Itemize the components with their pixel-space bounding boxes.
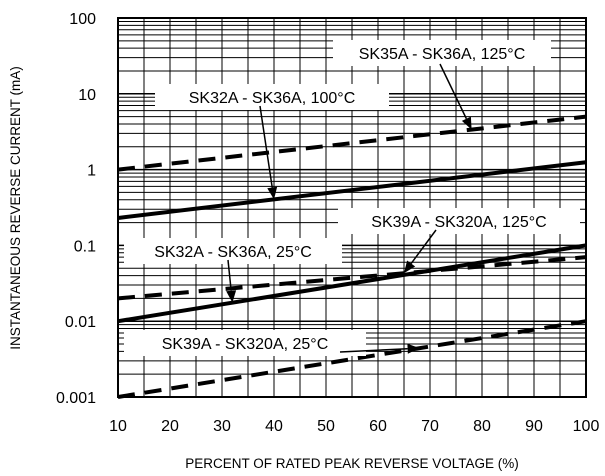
annotation-label-background bbox=[155, 84, 389, 110]
annotation-arrow-shaft bbox=[339, 347, 408, 353]
annotation-arrow-shaft bbox=[439, 63, 468, 120]
x-tick-label: 90 bbox=[525, 418, 543, 435]
annotations: SK35A - SK36A, 125°C SK32A - SK36A, 100°C… bbox=[124, 40, 580, 356]
series-line-3 bbox=[117, 255, 587, 301]
annotation-3: SK39A - SK320A, 125°C bbox=[338, 208, 580, 274]
annotation-arrow-shaft bbox=[259, 105, 273, 188]
y-axis-tick-labels: 0.001 0.01 0.1 1 10 100 bbox=[56, 11, 96, 407]
annotation-label: SK35A - SK36A, 125°C bbox=[359, 46, 526, 63]
x-tick-label: 20 bbox=[161, 418, 179, 435]
x-tick-label: 100 bbox=[573, 418, 600, 435]
y-tick-label: 0.01 bbox=[65, 314, 96, 331]
x-tick-label: 50 bbox=[317, 418, 335, 435]
x-tick-label: 60 bbox=[369, 418, 387, 435]
annotation-4: SK32A - SK36A, 25°C bbox=[124, 238, 342, 303]
annotation-label-background bbox=[338, 208, 580, 234]
x-axis-label: PERCENT OF RATED PEAK REVERSE VOLTAGE (%… bbox=[185, 456, 519, 471]
annotation-label: SK32A - SK36A, 25°C bbox=[154, 244, 312, 261]
series-line-1 bbox=[117, 114, 587, 172]
y-tick-label: 0.1 bbox=[74, 238, 96, 255]
x-tick-label: 70 bbox=[421, 418, 439, 435]
series-line-4 bbox=[117, 243, 587, 324]
series-line-2 bbox=[117, 160, 587, 220]
annotation-arrow-head bbox=[404, 260, 416, 274]
annotation-2: SK32A - SK36A, 100°C bbox=[155, 84, 389, 200]
annotation-1: SK35A - SK36A, 125°C bbox=[333, 40, 551, 130]
annotation-arrow-head bbox=[461, 116, 472, 130]
x-tick-label: 40 bbox=[265, 418, 283, 435]
annotation-arrow-head bbox=[226, 290, 237, 303]
annotation-label: SK39A - SK320A, 25°C bbox=[162, 336, 329, 353]
y-tick-label: 100 bbox=[69, 11, 96, 28]
annotation-arrow-shaft bbox=[410, 229, 437, 264]
y-tick-label: 10 bbox=[78, 87, 96, 104]
x-axis-tick-labels: 10 20 30 40 50 60 70 80 90 100 bbox=[109, 418, 599, 435]
annotation-arrow-head bbox=[267, 186, 278, 200]
annotation-label: SK32A - SK36A, 100°C bbox=[189, 90, 356, 107]
y-axis-label: INSTANTANEOUS REVERSE CURRENT (mA) bbox=[8, 66, 23, 350]
series-lines bbox=[117, 114, 587, 399]
x-tick-label: 10 bbox=[109, 418, 127, 435]
x-tick-label: 30 bbox=[213, 418, 231, 435]
annotation-5: SK39A - SK320A, 25°C bbox=[124, 330, 420, 356]
annotation-label-background bbox=[333, 40, 551, 66]
y-tick-label: 0.001 bbox=[56, 390, 96, 407]
y-tick-label: 1 bbox=[87, 163, 96, 180]
annotation-label-background bbox=[124, 330, 366, 356]
plot-frame bbox=[117, 17, 587, 398]
annotation-label-background bbox=[124, 238, 342, 264]
annotation-arrow-shaft bbox=[227, 259, 232, 291]
annotation-label: SK39A - SK320A, 125°C bbox=[371, 214, 546, 231]
x-tick-label: 80 bbox=[473, 418, 491, 435]
annotation-arrow-head bbox=[407, 343, 420, 354]
